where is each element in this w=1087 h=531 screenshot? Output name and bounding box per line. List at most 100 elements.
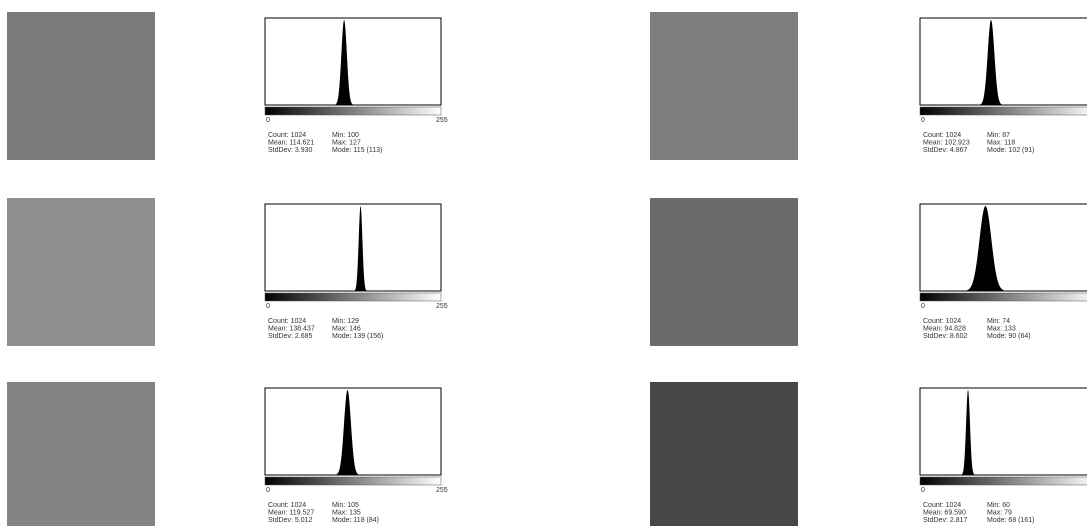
mean-label: Mean:	[268, 325, 288, 332]
axis-min-label: 0	[266, 117, 270, 124]
axis-max-label: 255	[436, 117, 448, 124]
texture-noise	[7, 198, 155, 346]
stddev-value: 3.930	[295, 147, 313, 154]
max-value: 118	[1004, 139, 1015, 146]
axis-min-label: 0	[921, 117, 925, 124]
mean: Mean: 114.621	[268, 139, 314, 146]
min: Min: 74	[987, 318, 1010, 325]
stddev: StdDev: 2.817	[923, 517, 967, 524]
count-value: 1024	[291, 132, 307, 139]
mode: Mode: 139 (156)	[332, 333, 383, 340]
count-label: Count:	[268, 502, 289, 509]
stddev: StdDev: 3.930	[268, 147, 312, 154]
min: Min: 129	[332, 318, 359, 325]
mode: Mode: 118 (84)	[332, 517, 379, 524]
stddev-value: 8.602	[950, 333, 968, 340]
min-value: 100	[347, 132, 359, 139]
stddev: StdDev: 4.867	[923, 147, 967, 154]
mode-value: 102 (91)	[1008, 147, 1034, 154]
max-value: 135	[349, 509, 361, 516]
max-value: 146	[349, 325, 361, 332]
mean-label: Mean:	[268, 139, 288, 146]
axis-max-label: 255	[436, 487, 448, 494]
count: Count: 1024	[923, 132, 961, 139]
count-value: 1024	[946, 502, 962, 509]
max-value: 127	[349, 139, 361, 146]
mode: Mode: 115 (113)	[332, 147, 382, 154]
mean: Mean: 94.828	[923, 325, 966, 332]
min-label: Min:	[987, 502, 1000, 509]
mean-value: 69.590	[944, 509, 966, 516]
mean-label: Mean:	[268, 509, 288, 516]
min: Min: 87	[987, 132, 1010, 139]
mode-value: 90 (64)	[1008, 333, 1030, 340]
count: Count: 1024	[268, 318, 306, 325]
mode-value: 118 (84)	[353, 517, 379, 524]
count-label: Count:	[923, 132, 944, 139]
mode-label: Mode:	[987, 147, 1007, 154]
mode: Mode: 102 (91)	[987, 147, 1035, 154]
mode-value: 68 (161)	[1008, 517, 1034, 524]
max: Max: 127	[332, 139, 361, 146]
mean: Mean: 102.923	[923, 139, 970, 146]
max: Max: 133	[987, 325, 1016, 332]
max-value: 79	[1004, 509, 1012, 516]
min: Min: 100	[332, 132, 359, 139]
mode: Mode: 90 (64)	[987, 333, 1031, 340]
gray-ramp	[265, 477, 441, 485]
axis-min-label: 0	[921, 487, 925, 494]
mean-label: Mean:	[923, 509, 943, 516]
texture-noise	[7, 382, 155, 526]
count-value: 1024	[946, 318, 962, 325]
count-label: Count:	[268, 318, 289, 325]
min-value: 87	[1002, 132, 1010, 139]
histogram-frame	[920, 204, 1087, 291]
histogram-frame	[920, 388, 1087, 475]
max-label: Max:	[332, 139, 347, 146]
mean-label: Mean:	[923, 325, 943, 332]
count: Count: 1024	[923, 318, 961, 325]
min-value: 105	[347, 502, 359, 509]
stddev-label: StdDev:	[268, 147, 293, 154]
max: Max: 135	[332, 509, 361, 516]
stddev-label: StdDev:	[268, 517, 293, 524]
screen: 0255Count: 1024Mean: 114.621StdDev: 3.93…	[0, 0, 1087, 526]
stddev-label: StdDev:	[923, 517, 948, 524]
max-label: Max:	[987, 509, 1002, 516]
count: Count: 1024	[923, 502, 961, 509]
min-label: Min:	[987, 132, 1000, 139]
count-value: 1024	[291, 502, 307, 509]
count: Count: 1024	[268, 132, 306, 139]
mean-value: 102.923	[944, 139, 969, 146]
mean: Mean: 119.527	[268, 509, 314, 516]
histogram-frame	[920, 18, 1087, 105]
max-label: Max:	[332, 509, 347, 516]
stddev-label: StdDev:	[268, 333, 293, 340]
min-value: 60	[1002, 502, 1010, 509]
max-label: Max:	[987, 139, 1002, 146]
max-label: Max:	[987, 325, 1002, 332]
count-label: Count:	[923, 502, 944, 509]
mode-label: Mode:	[332, 333, 352, 340]
stddev-value: 2.817	[950, 517, 968, 524]
mean-value: 94.828	[944, 325, 966, 332]
mean-value: 114.621	[289, 139, 314, 146]
mean-value: 138.437	[289, 325, 314, 332]
page: 0255Count: 1024Mean: 114.621StdDev: 3.93…	[0, 0, 1087, 526]
texture-noise	[650, 382, 798, 526]
stddev-value: 2.685	[295, 333, 313, 340]
min: Min: 105	[332, 502, 359, 509]
count: Count: 1024	[268, 502, 306, 509]
max-label: Max:	[332, 325, 347, 332]
min-label: Min:	[332, 132, 345, 139]
count-value: 1024	[946, 132, 962, 139]
mean: Mean: 138.437	[268, 325, 315, 332]
max: Max: 79	[987, 509, 1012, 516]
count-label: Count:	[268, 132, 289, 139]
min-label: Min:	[987, 318, 1000, 325]
texture-noise	[7, 12, 155, 160]
max: Max: 118	[987, 139, 1015, 146]
texture-noise	[650, 198, 798, 346]
mean-value: 119.527	[289, 509, 314, 516]
count-label: Count:	[923, 318, 944, 325]
